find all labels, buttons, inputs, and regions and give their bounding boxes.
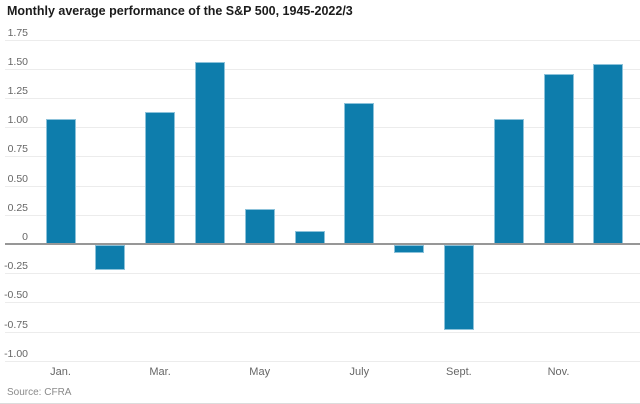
y-tick-label: -0.75: [4, 318, 28, 331]
x-tick-label: Sept.: [446, 366, 472, 378]
gridline: [5, 98, 640, 100]
gridline: [5, 273, 640, 275]
zero-axis-line: [5, 243, 640, 245]
source-note: Source: CFRA: [7, 387, 72, 398]
gridline: [5, 214, 640, 216]
x-tick-label: May: [249, 366, 271, 378]
bar-jan: [45, 119, 76, 244]
bar-feb: [95, 245, 126, 270]
bar-dec: [593, 64, 624, 244]
gridline: [5, 331, 640, 333]
y-tick-label: -1.00: [4, 347, 28, 360]
y-tick-label: 1.00: [7, 114, 28, 127]
x-tick-label: Nov.: [547, 366, 570, 378]
y-tick-label: 0.75: [7, 143, 28, 156]
gridline: [5, 39, 640, 41]
bar-nov: [543, 73, 574, 244]
gridline: [5, 127, 640, 129]
bar-sept: [443, 245, 474, 331]
y-tick-label: 0: [22, 231, 28, 243]
gridline: [5, 156, 640, 158]
gridline: [5, 302, 640, 304]
gridline: [5, 185, 640, 187]
bar-oct: [493, 119, 524, 244]
y-tick-label: 1.75: [7, 26, 28, 39]
gridline: [5, 68, 640, 70]
y-tick-label: 0.25: [7, 201, 28, 214]
chart-title: Monthly average performance of the S&P 5…: [7, 4, 353, 18]
y-tick-label: -0.50: [4, 289, 28, 302]
x-tick-label: Jan.: [50, 366, 71, 378]
bar-aug: [394, 245, 425, 254]
y-tick-label: 1.25: [7, 85, 28, 98]
x-tick-label: Mar.: [149, 366, 171, 378]
bar-apr: [194, 61, 225, 244]
y-tick-label: 1.50: [7, 55, 28, 68]
bar-may: [244, 208, 275, 244]
gridline: [5, 360, 640, 362]
y-tick-label: 0.50: [7, 172, 28, 185]
bar-mar: [145, 112, 176, 244]
x-tick-label: July: [349, 366, 370, 378]
bar-july: [344, 102, 375, 244]
y-tick-label: -0.25: [4, 260, 28, 273]
